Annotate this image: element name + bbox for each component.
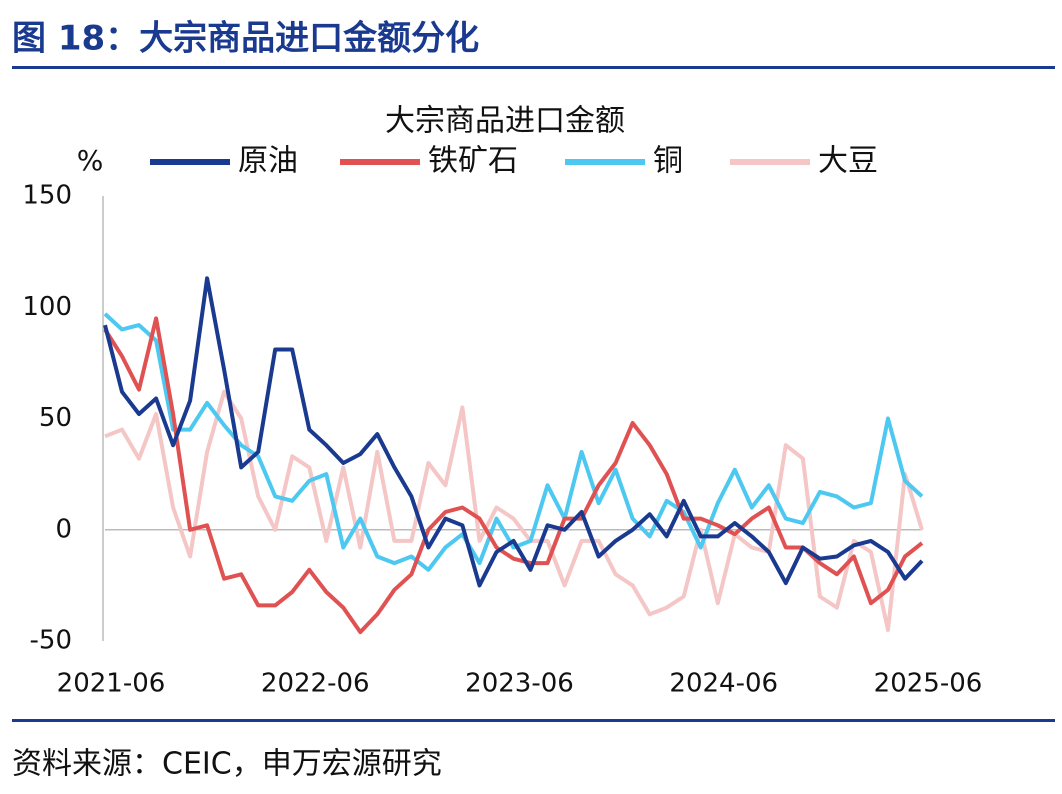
series-line bbox=[103, 276, 924, 588]
series-line bbox=[104, 389, 924, 632]
source: 资料来源：CEIC，申万宏源研究 bbox=[12, 747, 442, 782]
x-tick-label: 2021-06 bbox=[57, 669, 166, 699]
chart-title: 大宗商品进口金额 bbox=[385, 104, 625, 139]
plot: -50 0 50 100 150 2021-06 2022-06 2023-06 2024-06… bbox=[22, 144, 982, 699]
x-tick-label: 2022-06 bbox=[261, 669, 370, 699]
y-tick-label: 50 bbox=[39, 403, 72, 433]
legend-label: 铁矿石 bbox=[428, 144, 518, 179]
y-tick-label: -50 bbox=[30, 626, 72, 656]
series-line bbox=[103, 316, 924, 635]
y-axis-unit: % bbox=[77, 144, 104, 177]
y-tick-label: 0 bbox=[55, 514, 72, 544]
legend-label: 原油 bbox=[238, 144, 298, 179]
series-line bbox=[103, 312, 924, 572]
y-tick-label: 150 bbox=[22, 181, 72, 211]
legend-label: 铜 bbox=[653, 144, 683, 179]
x-tick-label: 2024-06 bbox=[669, 669, 778, 699]
y-tick-label: 100 bbox=[22, 292, 72, 322]
x-tick-label: 2023-06 bbox=[465, 669, 574, 699]
legend-label: 大豆 bbox=[818, 144, 878, 179]
x-tick-label: 2025-06 bbox=[874, 669, 983, 699]
page-title: 图 18：大宗商品进口金额分化 bbox=[12, 19, 479, 59]
header-rule bbox=[12, 66, 1055, 69]
footer-rule bbox=[12, 719, 1055, 722]
